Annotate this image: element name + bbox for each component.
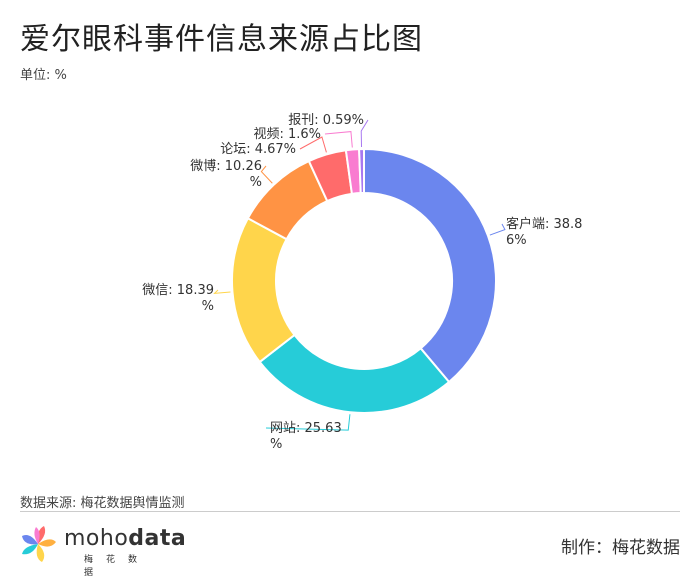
leader-line-3 (260, 165, 273, 184)
slice-6[interactable] (358, 147, 365, 195)
logo-wordmark: mohodata (64, 526, 187, 551)
leader-line-6 (360, 119, 369, 148)
slice-label-2: 微信: 18.39% (142, 283, 214, 314)
footer-divider (20, 511, 680, 512)
leader-line-0 (489, 223, 506, 236)
chart-title: 爱尔眼科事件信息来源占比图 (20, 22, 423, 57)
pinwheel-logo-icon (22, 526, 56, 562)
slice-label-3: 微博: 10.26% (190, 159, 262, 190)
logo-subtitle: 梅花数据 (84, 555, 151, 578)
slice-label-0: 客户端: 38.8 6% (506, 216, 582, 248)
credit-label: 制作：梅花数据 (561, 538, 680, 558)
mohodata-logo: mohodata 梅花数据 (18, 524, 186, 578)
donut-chart: 客户端: 38.8 6% 网站: 25.63 % 微信: 18.39 % 微博: 10.26… (142, 113, 582, 452)
slice-label-5: 视频: 1.6% (253, 127, 321, 142)
leader-line-5 (324, 131, 353, 148)
slice-label-6: 报刊: 0.59% (288, 113, 364, 128)
slice-label-1: 网站: 25.63% (270, 421, 342, 452)
slice-0[interactable] (363, 147, 497, 384)
leader-line-2 (213, 289, 231, 294)
unit-label: 单位: % (20, 68, 67, 83)
data-source: 数据来源: 梅花数据舆情监测 (20, 496, 185, 511)
slice-1[interactable] (258, 333, 451, 414)
leader-line-4 (299, 136, 327, 153)
slice-2[interactable] (231, 216, 296, 364)
leader-line-1 (265, 414, 351, 431)
slice-label-4: 论坛: 4.67% (220, 142, 296, 157)
